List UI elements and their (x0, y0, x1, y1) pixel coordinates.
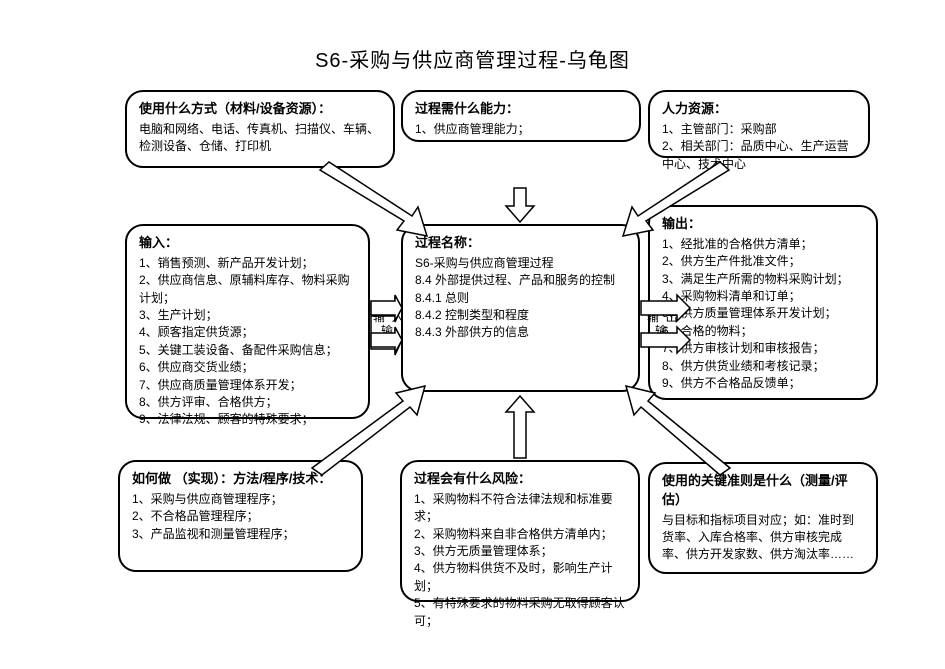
arrow-output-label: 输 出 输 (647, 310, 675, 339)
box-hr: 人力资源： 1、主管部门：采购部 2、相关部门：品质中心、生产运营中心、技术中心 (648, 90, 870, 158)
box-capability-body: 1、供应商管理能力； (415, 121, 627, 138)
box-output-body: 1、经批准的合格供方清单； 2、供方生产件批准文件； 3、满足生产所需的物料采购… (662, 236, 864, 393)
box-risk-body: 1、采购物料不符合法律法规和标准要求； 2、采购物料来自非合格供方清单内； 3、… (414, 491, 626, 630)
box-process-body: S6-采购与供应商管理过程 8.4 外部提供过程、产品和服务的控制 8.4.1 … (415, 255, 626, 342)
box-risk-heading: 过程会有什么风险： (414, 470, 626, 489)
box-output-heading: 输出： (662, 215, 864, 234)
box-input: 输入： 1、销售预测、新产品开发计划； 2、供应商信息、原辅料库存、物料采购计划… (125, 224, 370, 419)
box-how-body: 1、采购与供应商管理程序； 2、不合格品管理程序； 3、产品监视和测量管理程序； (132, 491, 349, 543)
box-capability-heading: 过程需什么能力： (415, 100, 627, 119)
arrow-input-label: 输 入 输 (373, 310, 401, 339)
box-criteria: 使用的关键准则是什么（测量/评估） 与目标和指标项目对应；如：准时到货率、入库合… (648, 462, 878, 574)
box-methods-heading: 使用什么方式（材料/设备资源）： (139, 100, 381, 119)
box-capability: 过程需什么能力： 1、供应商管理能力； (401, 90, 641, 142)
box-methods: 使用什么方式（材料/设备资源）： 电脑和网络、电话、传真机、扫描仪、车辆、检测设… (125, 90, 395, 168)
box-how: 如何做 （实现）：方法/程序/技术： 1、采购与供应商管理程序； 2、不合格品管… (118, 460, 363, 572)
box-output: 输出： 1、经批准的合格供方清单； 2、供方生产件批准文件； 3、满足生产所需的… (648, 205, 878, 400)
box-hr-heading: 人力资源： (662, 100, 856, 119)
box-risk: 过程会有什么风险： 1、采购物料不符合法律法规和标准要求； 2、采购物料来自非合… (400, 460, 640, 602)
box-process-heading: 过程名称： (415, 234, 626, 253)
arrow-up-icon (506, 396, 534, 458)
box-process: 过程名称： S6-采购与供应商管理过程 8.4 外部提供过程、产品和服务的控制 … (401, 224, 640, 392)
page-title: S6-采购与供应商管理过程-乌龟图 (0, 44, 945, 73)
box-how-heading: 如何做 （实现）：方法/程序/技术： (132, 470, 349, 489)
box-input-heading: 输入： (139, 234, 356, 253)
box-methods-body: 电脑和网络、电话、传真机、扫描仪、车辆、检测设备、仓储、打印机 (139, 121, 381, 156)
box-criteria-body: 与目标和指标项目对应；如：准时到货率、入库合格率、供方审核完成率、供方开发家数、… (662, 512, 864, 564)
box-criteria-heading: 使用的关键准则是什么（测量/评估） (662, 472, 864, 510)
arrow-down-icon (506, 188, 534, 222)
box-hr-body: 1、主管部门：采购部 2、相关部门：品质中心、生产运营中心、技术中心 (662, 121, 856, 173)
box-input-body: 1、销售预测、新产品开发计划； 2、供应商信息、原辅料库存、物料采购计划； 3、… (139, 255, 356, 429)
